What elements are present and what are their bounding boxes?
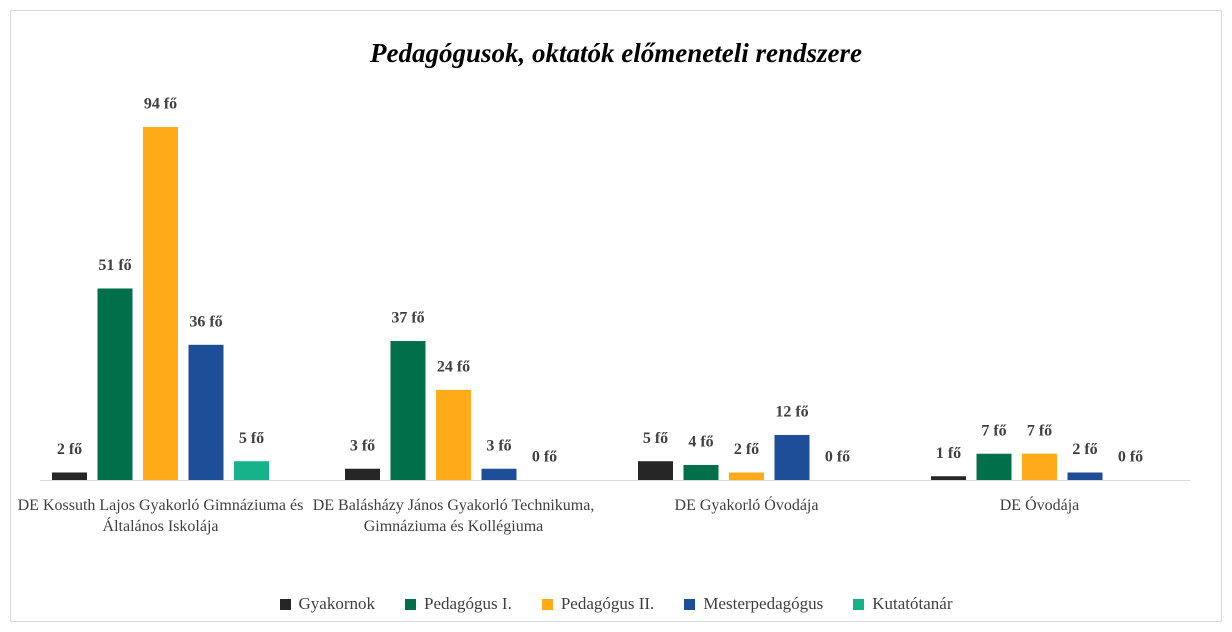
- data-label: 94 fő: [144, 96, 177, 113]
- data-label: 2 fő: [1072, 441, 1097, 458]
- bar: [1022, 453, 1057, 480]
- data-label: 37 fő: [391, 310, 424, 327]
- data-label: 5 fő: [643, 430, 668, 447]
- data-label: 0 fő: [1118, 449, 1143, 466]
- bar: [931, 476, 966, 480]
- bar: [774, 434, 810, 480]
- bar: [188, 344, 224, 480]
- legend-swatch: [853, 598, 865, 610]
- legend-swatch: [541, 598, 553, 610]
- data-label: 2 fő: [734, 441, 759, 458]
- legend: Gyakornok Pedagógus I. Pedagógus II. Mester…: [0, 594, 1232, 614]
- bar: [52, 472, 87, 480]
- chart-title: Pedagógusok, oktatók előmeneteli rendsze…: [369, 38, 862, 68]
- data-label: 3 fő: [350, 437, 375, 454]
- bar: [976, 453, 1012, 480]
- x-tick-label: DE Kossuth Lajos Gyakorló Gimnáziuma és …: [17, 497, 304, 535]
- data-label: 36 fő: [189, 313, 222, 330]
- legend-label: Gyakornok: [298, 594, 375, 613]
- bar: [683, 464, 719, 480]
- bar: [481, 468, 517, 480]
- legend-item: Pedagógus I.: [405, 594, 512, 614]
- x-tick-label: DE Gyakorló Óvodája: [674, 497, 819, 514]
- chart-border: [10, 10, 1222, 622]
- legend-label: Pedagógus II.: [560, 594, 655, 613]
- legend-label: Kutatótanár: [872, 594, 953, 613]
- data-label: 0 fő: [825, 449, 850, 466]
- bar: [436, 389, 471, 480]
- bar: [638, 461, 673, 480]
- legend-item: Mesterpedagógus: [684, 594, 823, 614]
- data-label: 51 fő: [98, 257, 131, 274]
- legend-label: Mesterpedagógus: [703, 594, 824, 613]
- legend-label: Pedagógus I.: [424, 594, 512, 613]
- legend-item: Gyakornok: [279, 594, 375, 614]
- data-label: 24 fő: [437, 359, 470, 376]
- bar: [234, 461, 269, 480]
- legend-item: Kutatótanár: [853, 594, 952, 614]
- data-label: 2 fő: [57, 441, 82, 458]
- data-label: 4 fő: [688, 434, 713, 451]
- data-label: 7 fő: [1027, 422, 1052, 439]
- bar: [390, 341, 426, 480]
- legend-swatch: [405, 598, 416, 610]
- x-tick-label: DE Balásházy János Gyakorló Technikuma, …: [312, 497, 595, 535]
- x-tick-label: DE Óvodája: [999, 497, 1080, 514]
- bar: [143, 127, 178, 480]
- data-label: 12 fő: [775, 404, 808, 421]
- legend-item: Pedagógus II.: [541, 594, 655, 614]
- bar: [729, 472, 764, 480]
- data-label: 0 fő: [532, 449, 557, 466]
- data-label: 1 fő: [936, 445, 961, 462]
- data-label: 3 fő: [486, 437, 511, 454]
- data-label: 7 fő: [981, 422, 1006, 439]
- bar: [1067, 472, 1103, 480]
- bar: [345, 468, 380, 480]
- bar: [97, 288, 133, 480]
- legend-swatch: [279, 598, 291, 610]
- legend-swatch: [684, 598, 696, 610]
- data-label: 5 fő: [239, 430, 264, 447]
